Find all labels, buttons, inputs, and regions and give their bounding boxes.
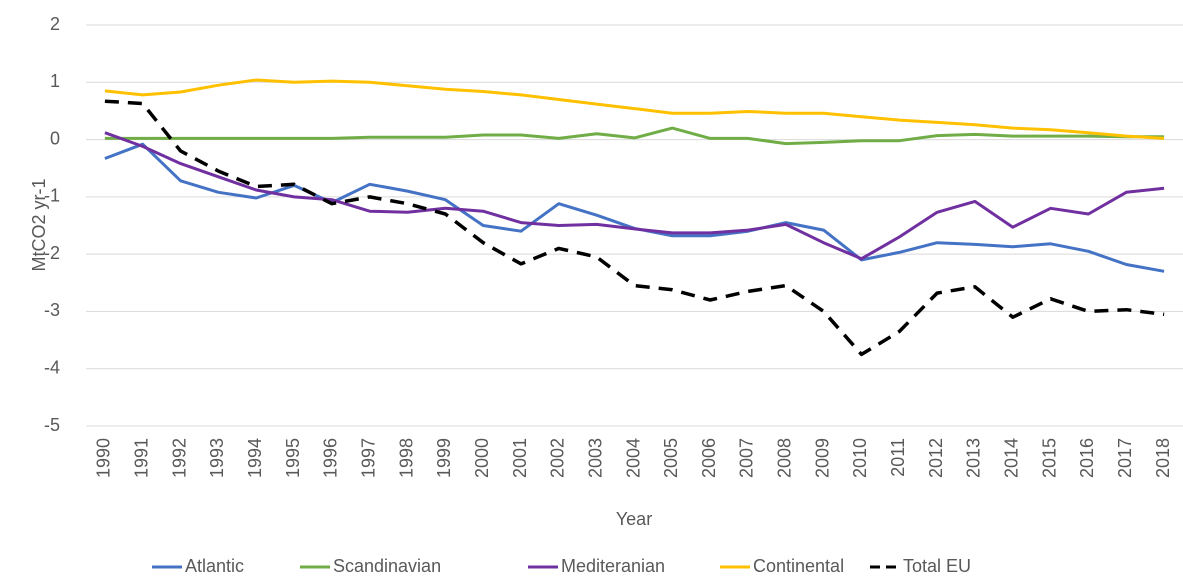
x-tick-label: 2009 [812, 438, 832, 478]
y-tick-label: -5 [44, 415, 60, 435]
x-tick-label: 1999 [434, 438, 454, 478]
x-tick-label: 2001 [510, 438, 530, 478]
x-tick-label: 2013 [964, 438, 984, 478]
y-tick-label: -4 [44, 357, 60, 377]
y-tick-label: 0 [50, 128, 60, 148]
line-series [104, 99, 1165, 357]
legend-label: Mediteranian [561, 556, 665, 576]
y-tick-label: 1 [50, 71, 60, 91]
line-series [104, 126, 1165, 146]
x-tick-label: 1993 [207, 438, 227, 478]
y-tick-label: -2 [44, 243, 60, 263]
x-tick-label: 2015 [1039, 438, 1059, 478]
legend-label: Continental [753, 556, 844, 576]
x-tick-label: 2014 [1002, 438, 1022, 478]
legend-label: Total EU [903, 556, 971, 576]
y-tick-label: 2 [50, 14, 60, 34]
x-axis-title: Year [616, 509, 652, 529]
x-tick-label: 2017 [1115, 438, 1135, 478]
line-series [104, 131, 1165, 261]
legend-label: Atlantic [185, 556, 244, 576]
x-tick-label: 1997 [358, 438, 378, 478]
line-series [104, 142, 1165, 273]
x-tick-label: 2016 [1077, 438, 1097, 478]
x-tick-label: 1990 [94, 438, 114, 478]
x-tick-label: 2018 [1153, 438, 1173, 478]
x-tick-label: 2000 [472, 438, 492, 478]
x-tick-label: 1996 [321, 438, 341, 478]
x-tick-label: 2010 [850, 438, 870, 478]
x-tick-label: 1994 [245, 438, 265, 478]
legend-label: Scandinavian [333, 556, 441, 576]
x-tick-label: 1992 [169, 438, 189, 478]
x-tick-label: 2005 [661, 438, 681, 478]
y-axis-title: MtCO2 yr-1 [29, 178, 49, 271]
y-tick-label: -1 [44, 186, 60, 206]
x-tick-label: 2011 [888, 438, 908, 477]
x-tick-label: 1998 [396, 438, 416, 478]
x-tick-label: 2002 [548, 438, 568, 478]
y-tick-label: -3 [44, 300, 60, 320]
x-tick-label: 2004 [623, 438, 643, 478]
line-series [104, 78, 1165, 140]
x-tick-label: 2003 [585, 438, 605, 478]
x-tick-label: 2006 [699, 438, 719, 478]
x-tick-label: 1995 [283, 438, 303, 478]
x-tick-label: 1991 [131, 438, 151, 478]
x-tick-label: 2008 [775, 438, 795, 478]
x-tick-label: 2012 [926, 438, 946, 478]
x-tick-label: 2007 [737, 438, 757, 478]
